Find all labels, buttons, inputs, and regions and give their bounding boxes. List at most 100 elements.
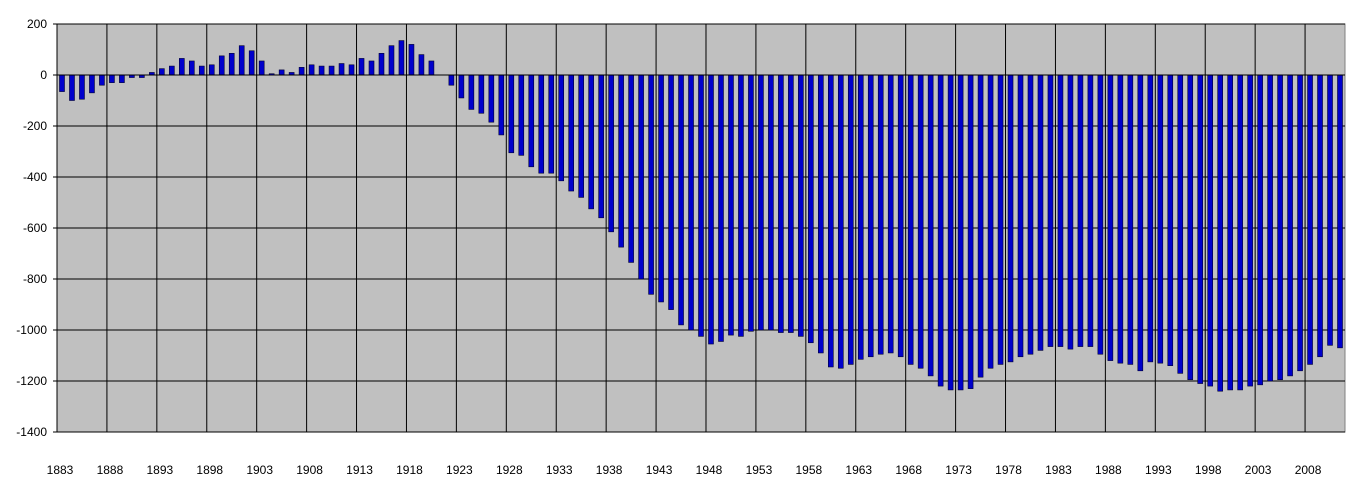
- bar: [1257, 74, 1263, 386]
- bar: [1287, 74, 1293, 377]
- bar: [698, 74, 704, 337]
- bar: [538, 74, 545, 174]
- bar: [778, 74, 784, 333]
- bar: [179, 58, 185, 76]
- x-tick-label: 1978: [995, 463, 1022, 477]
- bar: [987, 74, 994, 369]
- bar: [887, 74, 894, 354]
- bar: [808, 74, 814, 344]
- x-tick-label: 1938: [596, 463, 623, 477]
- bar: [1297, 74, 1303, 372]
- bar: [917, 74, 924, 369]
- bar: [867, 74, 874, 358]
- bar: [738, 74, 744, 337]
- bar: [598, 74, 604, 219]
- bar: [59, 74, 65, 92]
- bar: [548, 74, 555, 174]
- bar: [428, 60, 435, 76]
- bar: [937, 74, 944, 387]
- bar: [468, 74, 475, 110]
- x-tick-label: 1983: [1045, 463, 1072, 477]
- bar: [478, 74, 485, 114]
- bar: [508, 74, 515, 154]
- bar: [528, 74, 535, 168]
- bar: [967, 74, 974, 389]
- x-tick-label: 1953: [746, 463, 773, 477]
- x-tick-label: 1968: [895, 463, 922, 477]
- bar: [1177, 74, 1184, 374]
- bar: [488, 74, 495, 123]
- x-tick-label: 1948: [696, 463, 723, 477]
- bar: [1097, 74, 1104, 355]
- x-tick-label: 1993: [1145, 463, 1172, 477]
- x-tick-label: 1883: [47, 463, 74, 477]
- bar: [159, 68, 165, 76]
- bar: [1037, 74, 1044, 351]
- x-tick-label: 1918: [396, 463, 423, 477]
- bar: [907, 74, 914, 365]
- x-tick-label: 2008: [1295, 463, 1322, 477]
- bar: [1247, 74, 1253, 387]
- x-tick-label: 1958: [795, 463, 822, 477]
- bar: [977, 74, 984, 378]
- bar: [1077, 74, 1084, 347]
- bar: [1327, 74, 1333, 346]
- bar: [668, 74, 674, 310]
- bar: [688, 74, 694, 331]
- bar: [658, 74, 664, 303]
- axes: [53, 23, 1345, 433]
- y-tick-label: -800: [23, 272, 47, 286]
- bar: [1227, 74, 1233, 391]
- bar: [1207, 74, 1214, 387]
- bar: [1117, 74, 1124, 364]
- bar: [897, 74, 904, 358]
- bar: [758, 74, 764, 331]
- bar: [718, 74, 724, 342]
- bar: [458, 74, 465, 99]
- bar: [828, 74, 834, 368]
- bar: [568, 74, 574, 192]
- bar: [618, 74, 624, 248]
- y-axis-tick-labels: 200 0 -200 -400 -600 -800 -1000 -1200 -1400: [16, 17, 47, 439]
- x-tick-label: 1893: [146, 463, 173, 477]
- y-tick-label: -1200: [16, 374, 47, 388]
- bar: [1087, 74, 1094, 347]
- bar: [1187, 74, 1194, 381]
- bar: [318, 65, 325, 76]
- y-tick-label: -1000: [16, 323, 47, 337]
- y-tick-label: 200: [27, 17, 47, 31]
- bar: [378, 53, 385, 76]
- bar: [947, 74, 954, 391]
- bar: [418, 54, 425, 76]
- bar: [768, 74, 774, 331]
- x-tick-label: 1933: [546, 463, 573, 477]
- bar: [338, 63, 345, 76]
- y-tick-label: -1400: [16, 425, 47, 439]
- bar: [69, 74, 75, 101]
- x-tick-label: 1928: [496, 463, 523, 477]
- bar: [228, 53, 235, 76]
- bar: [608, 74, 614, 233]
- x-tick-label: 1903: [246, 463, 273, 477]
- bar: [119, 74, 125, 83]
- x-tick-label: 1898: [196, 463, 223, 477]
- bar: [1317, 74, 1323, 358]
- x-tick-label: 1988: [1095, 463, 1122, 477]
- bar: [1027, 74, 1034, 355]
- bar: [89, 74, 95, 94]
- bar: [298, 67, 305, 76]
- x-tick-label: 1963: [845, 463, 872, 477]
- x-tick-label: 1943: [646, 463, 673, 477]
- bar: [188, 60, 195, 76]
- bar: [1267, 74, 1273, 382]
- bar: [857, 74, 864, 360]
- bar: [358, 58, 365, 76]
- bar: [208, 64, 215, 76]
- bar: [278, 69, 285, 76]
- bar: [798, 74, 804, 337]
- bar: [1337, 74, 1343, 349]
- bar: [648, 74, 654, 295]
- bar: [628, 74, 634, 263]
- bar: [518, 74, 525, 156]
